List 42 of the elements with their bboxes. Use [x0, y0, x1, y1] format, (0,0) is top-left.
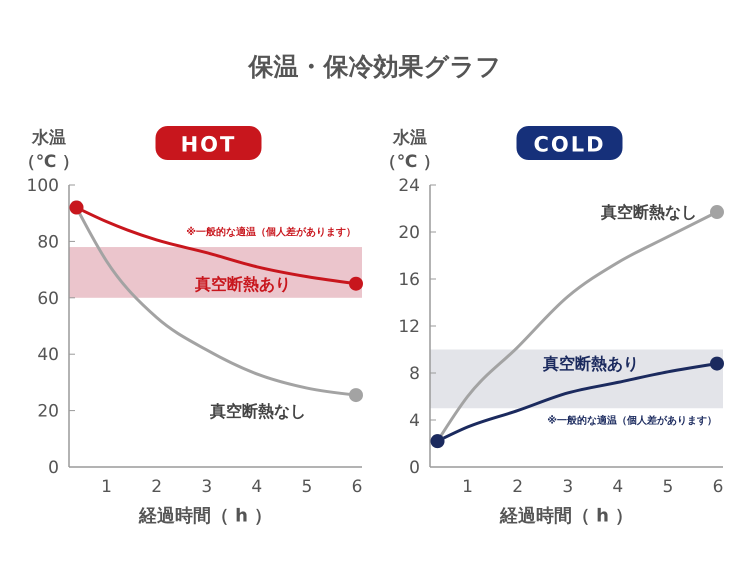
point [710, 356, 724, 371]
y-tick-label: 0 [409, 458, 420, 478]
x-tick-label: 4 [612, 476, 624, 497]
y-tick-label: 100 [26, 176, 59, 196]
x-tick-label: 6 [352, 476, 362, 497]
series-label: 真空断熱なし [208, 402, 306, 421]
x-axis-title: 経過時間（ h ） [498, 505, 634, 526]
y-tick-label: 0 [48, 458, 59, 478]
point [348, 276, 363, 291]
point [710, 205, 724, 220]
x-tick-label: 5 [301, 476, 312, 497]
y-tick-label: 20 [398, 222, 420, 243]
chart-subtitle: COLD [533, 132, 606, 156]
y-tick-label: 4 [409, 410, 420, 431]
y-tick-label: 24 [398, 176, 420, 196]
chart-subtitle: HOT [180, 132, 236, 156]
y-tick-label: 80 [37, 232, 59, 252]
series-label: 真空断熱あり [542, 354, 639, 374]
x-tick-label: 6 [712, 476, 724, 497]
point [348, 388, 363, 402]
y-axis-title: 水温（℃ ） [18, 128, 80, 172]
x-axis-title: 経過時間（ h ） [138, 505, 272, 526]
y-tick-label: 12 [398, 316, 420, 337]
y-tick-label: 60 [37, 288, 59, 309]
x-tick-label: 3 [562, 476, 574, 497]
y-tick-label: 40 [37, 345, 59, 366]
x-tick-label: 2 [512, 476, 524, 497]
y-tick-label: 8 [409, 364, 420, 384]
series-label: 真空断熱なし [600, 202, 697, 222]
series-label: 真空断熱あり [194, 274, 291, 294]
band-label: ※一般的な適温（個人差があります） [547, 414, 717, 426]
y-tick-label: 16 [398, 270, 420, 290]
x-tick-label: 1 [101, 476, 112, 497]
y-axis-title: 水温（℃ ） [380, 128, 440, 172]
x-tick-label: 1 [462, 476, 473, 497]
band-label: ※一般的な適温（個人差があります） [186, 226, 356, 238]
chart-title: 保温・保冷効果グラフ [248, 52, 502, 81]
x-tick-label: 4 [251, 476, 262, 497]
x-tick-label: 2 [151, 476, 162, 497]
x-tick-label: 3 [201, 476, 212, 497]
x-tick-label: 5 [662, 476, 674, 497]
y-tick-label: 20 [37, 402, 59, 422]
